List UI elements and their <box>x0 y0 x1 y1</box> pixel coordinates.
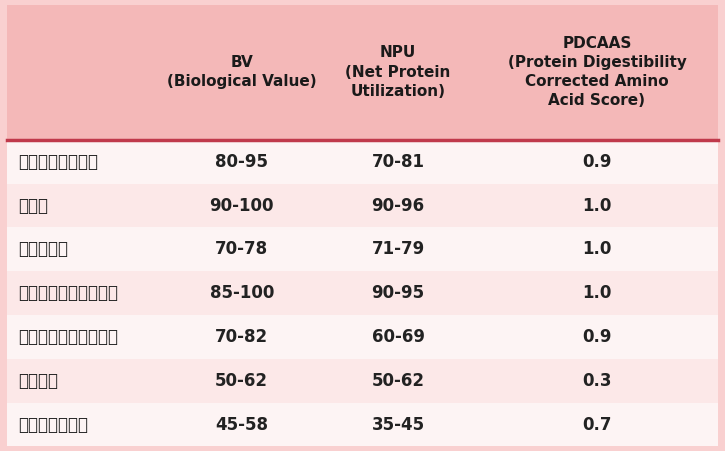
Text: 60-69: 60-69 <box>371 328 425 346</box>
Text: 80-95: 80-95 <box>215 153 268 171</box>
Text: เวย์โปรตีน: เวย์โปรตีน <box>18 284 118 302</box>
Bar <box>7 315 718 359</box>
Text: 0.9: 0.9 <box>582 153 612 171</box>
Text: 50-62: 50-62 <box>215 372 268 390</box>
Bar <box>7 140 718 184</box>
Text: PDCAAS
(Protein Digestibility
Corrected Amino
Acid Score): PDCAAS (Protein Digestibility Corrected … <box>507 36 687 108</box>
Bar <box>7 403 718 446</box>
Text: ถั่วแดง: ถั่วแดง <box>18 415 88 433</box>
Bar <box>7 271 718 315</box>
Text: 90-100: 90-100 <box>210 197 274 215</box>
Text: ถั่วเหลือง: ถั่วเหลือง <box>18 328 118 346</box>
Text: 90-96: 90-96 <box>371 197 425 215</box>
Text: NPU
(Net Protein
Utilization): NPU (Net Protein Utilization) <box>345 46 451 99</box>
Text: 1.0: 1.0 <box>582 284 612 302</box>
Text: ข้าว: ข้าว <box>18 372 58 390</box>
Text: 0.3: 0.3 <box>582 372 612 390</box>
Text: 70-82: 70-82 <box>215 328 268 346</box>
Text: ไข่: ไข่ <box>18 197 48 215</box>
Text: 0.7: 0.7 <box>582 415 612 433</box>
Text: 50-62: 50-62 <box>371 372 425 390</box>
Text: นมวัว: นมวัว <box>18 240 68 258</box>
Text: 35-45: 35-45 <box>371 415 425 433</box>
Text: เนื้อวัว: เนื้อวัว <box>18 153 98 171</box>
Bar <box>7 359 718 403</box>
Text: 90-95: 90-95 <box>371 284 425 302</box>
Text: 70-78: 70-78 <box>215 240 268 258</box>
Text: 85-100: 85-100 <box>210 284 274 302</box>
Text: 1.0: 1.0 <box>582 240 612 258</box>
Bar <box>7 5 718 140</box>
Text: 71-79: 71-79 <box>371 240 425 258</box>
Text: 70-81: 70-81 <box>371 153 425 171</box>
Text: 45-58: 45-58 <box>215 415 268 433</box>
Text: BV
(Biological Value): BV (Biological Value) <box>167 55 317 89</box>
Bar <box>7 227 718 271</box>
Bar <box>7 184 718 227</box>
Text: 1.0: 1.0 <box>582 197 612 215</box>
Text: 0.9: 0.9 <box>582 328 612 346</box>
